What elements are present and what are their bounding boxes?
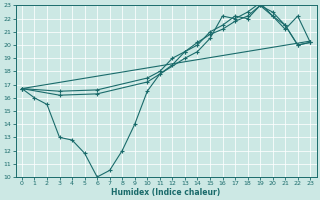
X-axis label: Humidex (Indice chaleur): Humidex (Indice chaleur) xyxy=(111,188,221,197)
